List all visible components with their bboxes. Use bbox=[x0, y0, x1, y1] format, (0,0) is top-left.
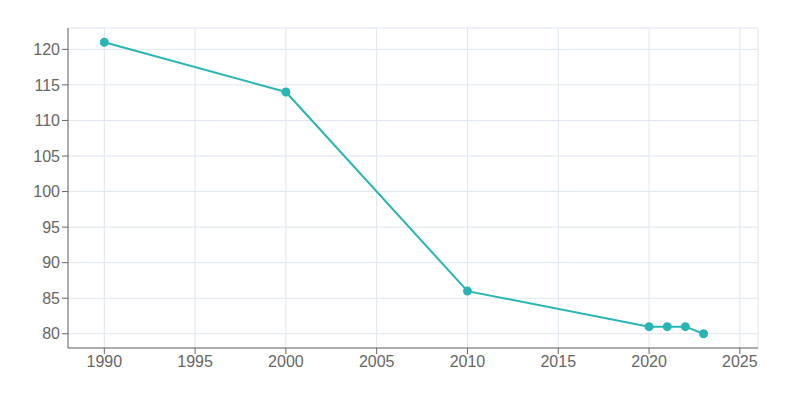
svg-text:110: 110 bbox=[34, 112, 60, 129]
svg-text:90: 90 bbox=[42, 254, 60, 271]
svg-text:2020: 2020 bbox=[631, 353, 667, 370]
svg-text:2005: 2005 bbox=[359, 353, 395, 370]
svg-text:2025: 2025 bbox=[722, 353, 758, 370]
svg-text:95: 95 bbox=[42, 219, 60, 236]
svg-text:115: 115 bbox=[34, 77, 60, 94]
svg-text:2015: 2015 bbox=[540, 353, 576, 370]
svg-text:1990: 1990 bbox=[87, 353, 123, 370]
svg-text:2000: 2000 bbox=[268, 353, 304, 370]
svg-text:1995: 1995 bbox=[177, 353, 213, 370]
svg-text:100: 100 bbox=[33, 183, 60, 200]
svg-text:105: 105 bbox=[33, 148, 60, 165]
svg-text:2010: 2010 bbox=[450, 353, 486, 370]
svg-text:120: 120 bbox=[33, 41, 60, 58]
svg-text:80: 80 bbox=[42, 325, 60, 342]
svg-text:85: 85 bbox=[42, 290, 60, 307]
